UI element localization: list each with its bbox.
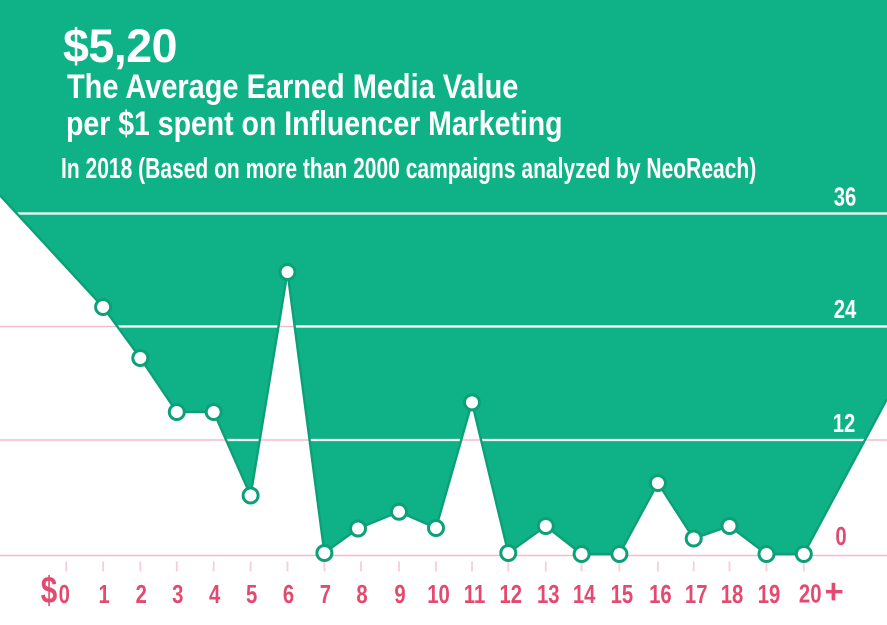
svg-text:19: 19: [758, 580, 781, 609]
svg-text:6: 6: [283, 580, 294, 609]
svg-text:18: 18: [721, 580, 744, 609]
svg-text:13: 13: [537, 580, 560, 609]
svg-text:16: 16: [649, 580, 672, 609]
svg-text:12: 12: [500, 580, 523, 609]
svg-text:15: 15: [611, 580, 634, 609]
svg-text:8: 8: [356, 580, 367, 609]
svg-text:12: 12: [833, 408, 856, 437]
svg-text:36: 36: [834, 182, 857, 211]
svg-text:2: 2: [136, 580, 147, 609]
svg-text:3: 3: [172, 580, 183, 609]
svg-text:17: 17: [685, 580, 708, 609]
svg-text:24: 24: [834, 294, 857, 323]
svg-text:0: 0: [835, 522, 846, 551]
svg-text:10: 10: [427, 580, 450, 609]
svg-text:9: 9: [394, 580, 405, 609]
svg-text:0: 0: [59, 580, 70, 609]
svg-text:20: 20: [799, 579, 822, 608]
svg-text:$: $: [41, 570, 58, 612]
svg-text:7: 7: [320, 580, 331, 609]
svg-text:4: 4: [209, 580, 220, 609]
svg-text:5: 5: [246, 580, 257, 609]
svg-text:14: 14: [573, 580, 596, 609]
svg-text:11: 11: [464, 580, 485, 609]
svg-text:1: 1: [98, 580, 109, 609]
